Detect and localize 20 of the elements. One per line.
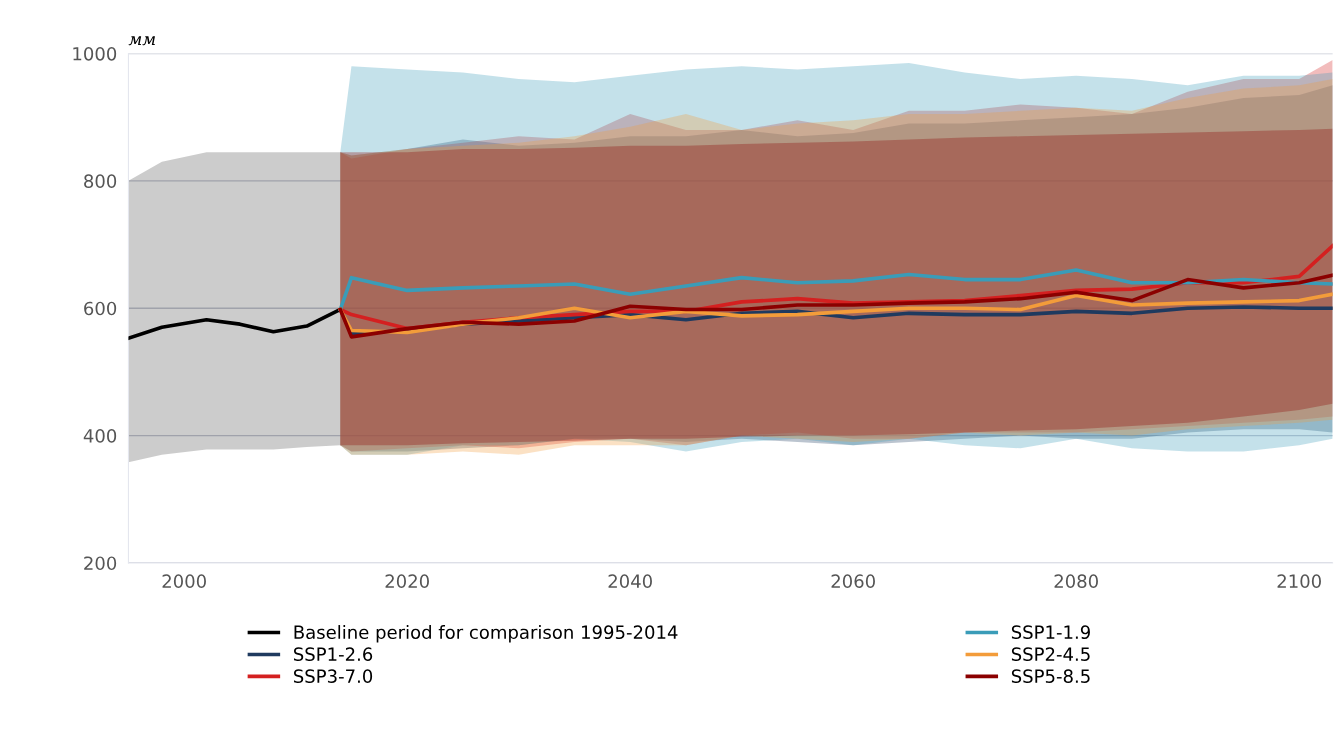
legend-label: SSP5-8.5 — [1011, 669, 1090, 683]
legend-label: SSP1-2.6 — [293, 647, 373, 662]
y-tick-label: 800 — [84, 174, 117, 188]
x-tick-label: 2100 — [1277, 574, 1321, 589]
x-tick-label: 2020 — [385, 574, 429, 589]
x-tick-label: 2080 — [1054, 574, 1098, 589]
line-series — [338, 268, 1333, 312]
legend-label: SSP1-1.9 — [1011, 625, 1090, 640]
y-tick-label: 400 — [83, 429, 117, 443]
y-tick-label: 200 — [84, 556, 117, 571]
legend-label: SSP3-7.0 — [293, 669, 373, 683]
x-tick-label: 2060 — [831, 574, 875, 589]
legend-label: Baseline period for comparison 1995-2014 — [294, 625, 678, 643]
line-series — [338, 273, 1333, 339]
y-tick-label: 1000 — [73, 46, 117, 61]
x-tick-label: 2040 — [608, 574, 652, 589]
y-axis-title: мм — [128, 36, 155, 46]
y-tick-label: 600 — [84, 301, 117, 316]
x-tick-label: 2000 — [162, 574, 206, 589]
legend-label: SSP2-4.5 — [1011, 647, 1090, 662]
